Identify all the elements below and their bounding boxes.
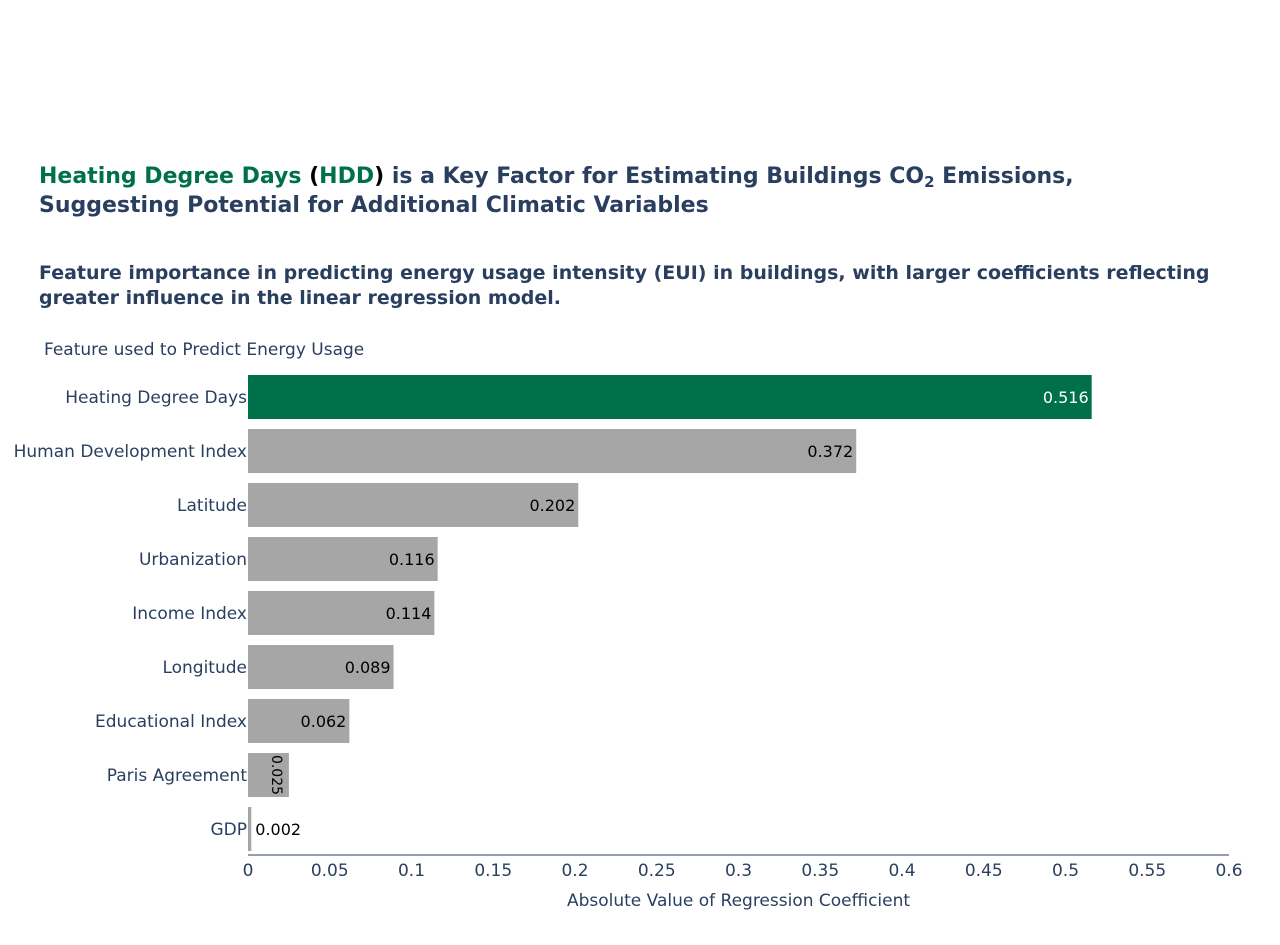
bar-longitude [248, 645, 394, 689]
x-tick-label: 0.6 [1215, 861, 1242, 881]
value-label: 0.089 [345, 658, 391, 677]
category-label: Urbanization [139, 550, 247, 570]
value-label: 0.116 [389, 550, 435, 569]
title-close-paren: ) [374, 164, 385, 189]
x-tick-label: 0.5 [1052, 861, 1079, 881]
value-label: 0.372 [807, 442, 853, 461]
title-open-paren: ( [301, 164, 320, 189]
bar-chart: Heating Degree Days Human Development Ind… [14, 340, 1243, 911]
chart-title: Heating Degree Days (HDD) is a Key Facto… [39, 162, 1259, 220]
title-second-line: Suggesting Potential for Additional Clim… [39, 193, 709, 218]
x-tick-label: 0.35 [801, 861, 839, 881]
x-tick-label: 0.4 [888, 861, 915, 881]
bar-paris-agreement [248, 753, 289, 797]
bar-latitude [248, 483, 579, 527]
bar-gdp [248, 807, 252, 851]
x-tick-label: 0.3 [725, 861, 752, 881]
bar-heating-degree-days [248, 375, 1092, 419]
title-subscript: 2 [924, 173, 935, 191]
x-tick-label: 0.05 [311, 861, 349, 881]
x-tick-label: 0.15 [474, 861, 512, 881]
category-label: Paris Agreement [107, 766, 248, 786]
chart-subtitle: Feature importance in predicting energy … [39, 262, 1210, 309]
value-label: 0.062 [301, 712, 347, 731]
x-axis: 0 0.05 0.1 0.15 0.2 0.25 0.3 0.35 0.4 0.45 0.5 0.55… [243, 854, 1243, 881]
category-label: Educational Index [95, 712, 247, 732]
x-tick-label: 0.25 [638, 861, 676, 881]
value-label: 0.516 [1043, 388, 1089, 407]
category-label: Longitude [162, 658, 247, 678]
category-label: Heating Degree Days [65, 388, 247, 408]
bar-income-index [248, 591, 435, 635]
title-emissions-text: Emissions, [934, 164, 1074, 189]
x-tick-label: 0 [243, 861, 254, 881]
bar-educational-index [248, 699, 350, 743]
bars-layer [248, 375, 1092, 851]
category-label: Latitude [177, 496, 247, 516]
category-label: Income Index [132, 604, 247, 624]
bar-urbanization [248, 537, 438, 581]
value-labels-layer: 0.516 0.372 0.202 0.116 0.114 0.089 0.062 0.025… [255, 388, 1088, 839]
title-main-text: is a Key Factor for Estimating Buildings… [384, 164, 925, 189]
value-label: 0.025 [268, 755, 284, 795]
value-label: 0.202 [529, 496, 575, 515]
y-axis-title: Feature used to Predict Energy Usage [44, 340, 364, 360]
category-label: Human Development Index [14, 442, 247, 462]
x-tick-label: 0.45 [965, 861, 1003, 881]
x-tick-label: 0.2 [561, 861, 588, 881]
title-hdd-abbrev: HDD [319, 164, 375, 189]
bar-human-development-index [248, 429, 857, 473]
category-labels-layer: Heating Degree Days Human Development Ind… [14, 388, 248, 840]
value-label: 0.002 [255, 820, 301, 839]
x-tick-label: 0.55 [1128, 861, 1166, 881]
x-tick-label: 0.1 [398, 861, 425, 881]
title-hdd-name: Heating Degree Days [39, 164, 302, 189]
category-label: GDP [210, 820, 247, 840]
x-axis-title: Absolute Value of Regression Coefficient [567, 891, 910, 911]
value-label: 0.114 [386, 604, 432, 623]
